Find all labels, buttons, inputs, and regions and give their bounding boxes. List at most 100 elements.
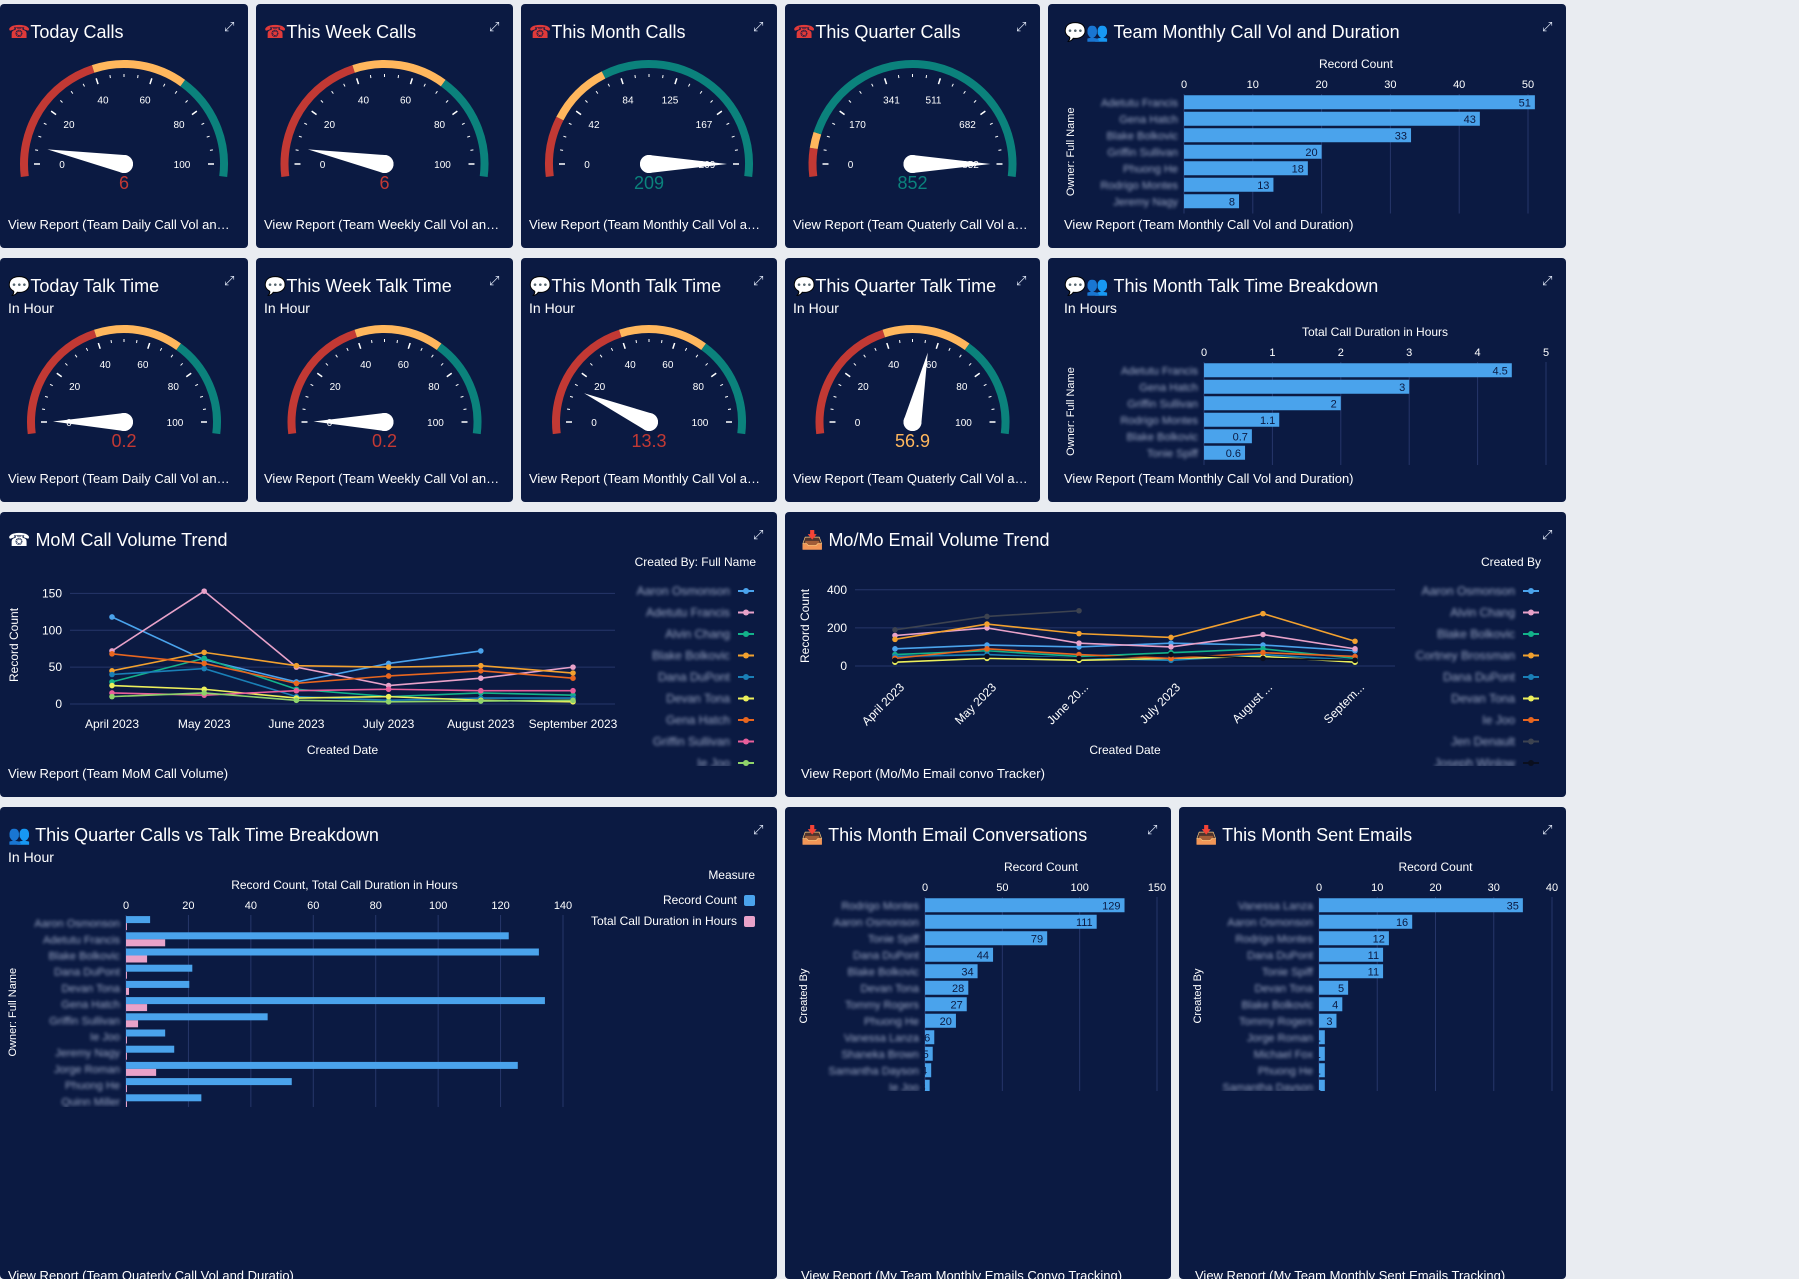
category-label: Samantha Dayson [829,1065,920,1077]
expand-icon[interactable]: ⤢ [753,527,764,542]
category-label: Jorge Roman [1247,1032,1313,1044]
view-report-link[interactable]: View Report (Team MoM Call Volume) [8,766,229,781]
category-label: Phuong He [1123,163,1178,175]
gauge-tick-label: 80 [173,120,185,131]
gauge-tick-label: 20 [858,382,870,393]
gauge-tick-label: 0 [848,160,854,171]
chat-icon: 💬 [529,276,552,297]
gauge-segment [813,60,1017,178]
x-tick-label: 50 [1522,79,1534,91]
bar [1319,997,1343,1012]
gauge-tick-label: 80 [428,382,440,393]
series-point [1076,640,1082,646]
view-report-link[interactable]: View Report (Team Monthly Call Vol and D… [1064,471,1354,486]
series-point [570,670,576,676]
gauge-minor-tick [622,342,625,347]
data-label: 12 [1373,933,1385,945]
view-report-link[interactable]: View Report (Team Daily Call Vol and Dur… [8,217,236,232]
expand-icon[interactable]: ⤢ [224,273,235,288]
gauge-tick-label: 40 [360,360,372,371]
view-report-link[interactable]: View Report (Team Quaterly Call Vol and … [793,217,1028,232]
gauge-minor-tick [713,372,717,376]
gauge-minor-tick [358,342,361,347]
quarter-breakdown-card: 👥 This Quarter Calls vs Talk Time Breakd… [0,807,777,1279]
view-report-link[interactable]: View Report (Mo/Mo Email convo Tracker) [801,766,1045,781]
series-point [1352,638,1358,645]
bar [126,1068,157,1076]
view-report-link[interactable]: View Report (My Team Monthly Emails Conv… [801,1268,1123,1279]
gauge-minor-tick [884,78,887,82]
sent-emails-card: 📥 This Month Sent Emails ⤢ Record Count 0… [1179,807,1566,1279]
expand-icon[interactable]: ⤢ [753,822,764,837]
data-label: 1 [1315,1082,1321,1091]
gauge-tick-label: 682 [959,120,976,131]
x-tick-label: 0 [922,882,928,894]
legend-swatch-dot [1528,738,1534,745]
gauge-needle-hub [115,155,133,173]
series-point [201,588,207,594]
gauge-minor-tick [82,83,85,87]
gauge-tick-label: 167 [696,120,713,131]
y-axis-title: Owner: Full Name [1065,367,1077,456]
view-report-link[interactable]: View Report (Team Weekly Call Vol and Du… [264,471,501,486]
category-label: Adetutu Francis [1121,365,1199,377]
legend-title: Created By: Full Name [635,556,757,569]
series-point [570,664,576,670]
x-tick-label: 50 [996,882,1008,894]
gauge-minor-tick [199,395,204,398]
gauge-needle [640,155,727,173]
legend-label: Joseph Winlow [1434,756,1515,766]
view-report-link[interactable]: View Report (Team Weekly Call Vol and Du… [264,217,501,232]
gauge-svg: 0 20 40 60 80 100 6 [280,60,489,193]
x-tick-label: June 20... [1044,680,1091,727]
series-point [984,653,990,660]
expand-icon[interactable]: ⤢ [753,273,764,288]
expand-icon[interactable]: ⤢ [753,19,764,34]
category-label: Rodrigo Montes [841,900,919,912]
x-tick-label: 140 [554,900,572,912]
category-label: Rodrigo Montes [1120,415,1198,427]
bar [126,964,193,972]
category-label: Quinn Miller [61,1096,120,1107]
view-report-link[interactable]: View Report (Team Quaterly Call Vol and … [793,471,1028,486]
category-label: Vanessa Lanza [844,1032,920,1044]
expand-icon[interactable]: ⤢ [1542,527,1553,542]
view-report-link[interactable]: View Report (Team Quaterly Call Vol and … [8,1268,294,1279]
gauge-minor-tick [95,78,98,82]
expand-icon[interactable]: ⤢ [489,19,500,34]
view-report-link[interactable]: View Report (Team Daily Call Vol and Dur… [8,471,236,486]
expand-icon[interactable]: ⤢ [1542,19,1553,34]
expand-icon[interactable]: ⤢ [1542,273,1553,288]
card-subtitle: In Hour [8,849,54,865]
gauge-tick-label: 20 [69,382,81,393]
legend-title: Measure [708,868,755,882]
expand-icon[interactable]: ⤢ [1016,19,1027,34]
gauge-needle-hub [903,155,922,173]
bar [1319,964,1384,979]
gauge-card-week-calls: ☎This Week Calls ⤢ View Report (Team Weekl… [256,4,513,248]
view-report-link[interactable]: View Report (Team Monthly Call Vol and D… [1064,217,1354,232]
view-report-link[interactable]: View Report (Team Monthly Call Vol and D… [529,217,765,232]
expand-icon[interactable]: ⤢ [489,273,500,288]
category-label: Devan Tona [1254,983,1313,995]
x-tick-label: 100 [429,900,447,912]
gauge-minor-tick [454,110,458,114]
y-tick-label: 50 [49,660,63,674]
view-report-link[interactable]: View Report (Team Monthly Call Vol and D… [529,471,765,486]
expand-icon[interactable]: ⤢ [1016,273,1027,288]
category-label: Tonie Spiff [868,933,920,945]
bar [1204,429,1252,444]
card-title-text: Today Calls [30,22,124,42]
x-tick-label: 80 [370,900,382,912]
gauge-minor-tick [886,342,889,347]
expand-icon[interactable]: ⤢ [224,19,235,34]
x-tick-label: 10 [1247,79,1259,91]
bar [1184,144,1322,159]
expand-icon[interactable]: ⤢ [1147,822,1158,837]
view-report-link[interactable]: View Report (My Team Monthly Sent Emails… [1195,1268,1506,1279]
bar [1184,161,1308,176]
gauge-value: 0.2 [372,431,397,451]
series-line [111,667,573,702]
gauge-minor-tick [684,347,688,351]
expand-icon[interactable]: ⤢ [1542,822,1553,837]
